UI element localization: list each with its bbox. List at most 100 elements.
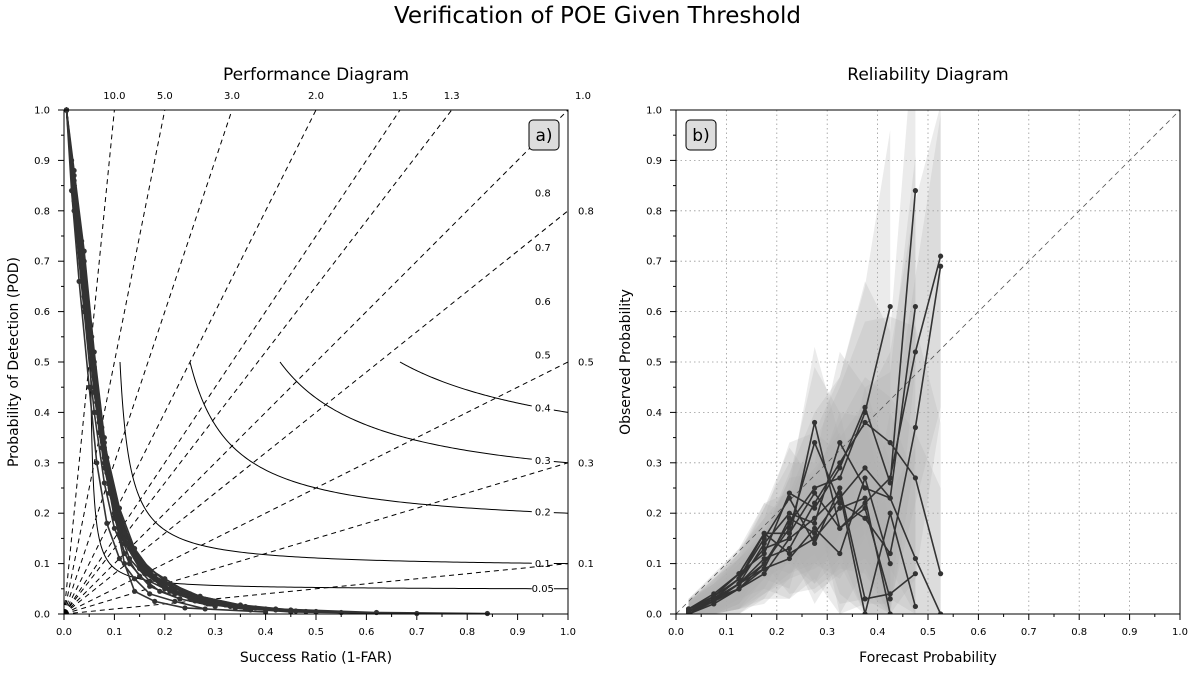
perf-series-point xyxy=(414,610,420,617)
bias-line xyxy=(63,109,453,615)
perf-ytick-label: 0.4 xyxy=(34,408,50,419)
rel-series-point xyxy=(912,188,919,194)
rel-xtick-label: 0.6 xyxy=(970,627,986,638)
rel-series-point xyxy=(812,440,818,446)
csi-label-bg xyxy=(531,186,554,200)
rel-xtick-label: 0.9 xyxy=(1122,627,1138,638)
perf-series-point xyxy=(182,605,188,611)
csi-label-bg xyxy=(531,505,554,519)
perf-series-point xyxy=(116,555,123,562)
perf-xtick-label: 0.6 xyxy=(358,627,374,638)
csi-label: 0.05 xyxy=(532,584,554,595)
perf-ytick-label: 0.9 xyxy=(34,156,50,167)
csi-label: 0.6 xyxy=(535,297,551,308)
perf-series-point xyxy=(84,298,90,305)
rel-series-point xyxy=(812,535,818,542)
rel-series-point xyxy=(837,550,843,557)
csi-label: 0.2 xyxy=(535,508,551,519)
perf-xtick-label: 0.0 xyxy=(56,627,72,638)
figure-title: Verification of POE Given Threshold xyxy=(393,3,802,29)
perf-series-point xyxy=(131,588,138,594)
rel-series-point xyxy=(938,571,944,577)
bias-line xyxy=(63,210,569,615)
perf-series-point xyxy=(162,586,168,592)
rel-series-point xyxy=(887,495,893,501)
perf-series-point xyxy=(247,607,254,613)
rel-confidence-band xyxy=(688,115,941,614)
perf-axes: 0.0 0.1 0.2 0.3 0.4 0.5 0.6 0.7 0.8 0.9 1.0 0.0 0.1 0… xyxy=(6,65,576,666)
rel-confidence-band xyxy=(688,110,916,614)
bias-line xyxy=(63,109,166,615)
perf-series-point xyxy=(177,596,183,602)
csi-label: 0.1 xyxy=(535,559,551,570)
perf-series-point xyxy=(263,606,269,613)
perf-ytick-label: 0.8 xyxy=(34,206,50,217)
csi-contour xyxy=(189,361,569,514)
bias-top-label: 3.0 xyxy=(224,91,240,102)
perf-xtick-label: 0.9 xyxy=(510,627,526,638)
rel-plot-area xyxy=(676,110,1180,614)
rel-frame xyxy=(675,109,1181,615)
perf-ytick-label: 0.1 xyxy=(34,559,50,570)
rel-series-point xyxy=(786,515,793,521)
rel-series-line xyxy=(688,485,916,610)
rel-series-point xyxy=(761,566,767,572)
perf-series-line xyxy=(65,109,251,611)
rel-series-point xyxy=(812,490,818,496)
perf-xtick-label: 1.0 xyxy=(560,627,576,638)
perf-series-line xyxy=(65,109,191,600)
rel-series-point xyxy=(862,611,868,614)
rel-series-point xyxy=(912,571,919,577)
rel-series-point xyxy=(862,515,868,521)
rel-series-point xyxy=(862,596,868,602)
rel-series-line xyxy=(688,306,917,613)
rel-ylabel: Observed Probability xyxy=(618,289,634,435)
rel-ytick-label: 0.4 xyxy=(646,408,662,419)
perf-series-line xyxy=(65,109,266,611)
rel-series-point xyxy=(862,485,868,491)
rel-ytick-label: 0.8 xyxy=(646,206,662,217)
rel-series-point xyxy=(938,263,944,269)
rel-series-point xyxy=(761,550,767,557)
perf-xtick-label: 0.2 xyxy=(157,627,173,638)
bias-right-label: 0.3 xyxy=(578,458,594,469)
bias-line xyxy=(63,563,569,615)
rel-confidence-band xyxy=(688,316,941,614)
rel-series-point xyxy=(912,349,919,355)
csi-label-bg xyxy=(531,348,554,362)
rel-series-point xyxy=(786,550,793,557)
rel-series-point xyxy=(837,505,843,511)
rel-series-point xyxy=(862,495,868,501)
rel-series-point xyxy=(736,581,742,587)
rel-series-point xyxy=(812,540,818,547)
perf-series-point xyxy=(157,588,163,594)
rel-series-point xyxy=(887,475,893,481)
perf-panel-label-bg xyxy=(528,119,560,151)
rel-series-point xyxy=(786,490,793,496)
rel-series-point xyxy=(837,490,843,496)
perf-series-point xyxy=(94,460,100,466)
rel-series-point xyxy=(812,485,818,491)
perf-panel-label-box: a) xyxy=(528,119,560,151)
bias-right-label: 0.8 xyxy=(578,206,594,217)
perf-series-line xyxy=(65,109,216,608)
perf-series-point xyxy=(139,566,145,572)
rel-xtick-label: 0.1 xyxy=(718,627,734,638)
rel-ytick-label: 0.6 xyxy=(646,307,662,318)
perf-xtick-label: 0.5 xyxy=(308,627,324,638)
rel-series-point xyxy=(736,576,742,582)
bias-line xyxy=(63,109,317,615)
rel-series-point xyxy=(938,253,944,259)
rel-confidence-band xyxy=(688,110,941,614)
rel-series-point xyxy=(786,535,793,542)
csi-label: 0.3 xyxy=(535,456,551,467)
bias-line xyxy=(63,462,569,615)
rel-series-point xyxy=(837,475,843,481)
perf-title: Performance Diagram xyxy=(223,65,409,85)
perf-series-point xyxy=(101,480,107,486)
rel-series-point xyxy=(736,586,742,592)
perf-ytick-label: 1.0 xyxy=(34,106,50,117)
csi-label: 0.7 xyxy=(535,243,551,254)
perf-series-point xyxy=(111,510,117,516)
